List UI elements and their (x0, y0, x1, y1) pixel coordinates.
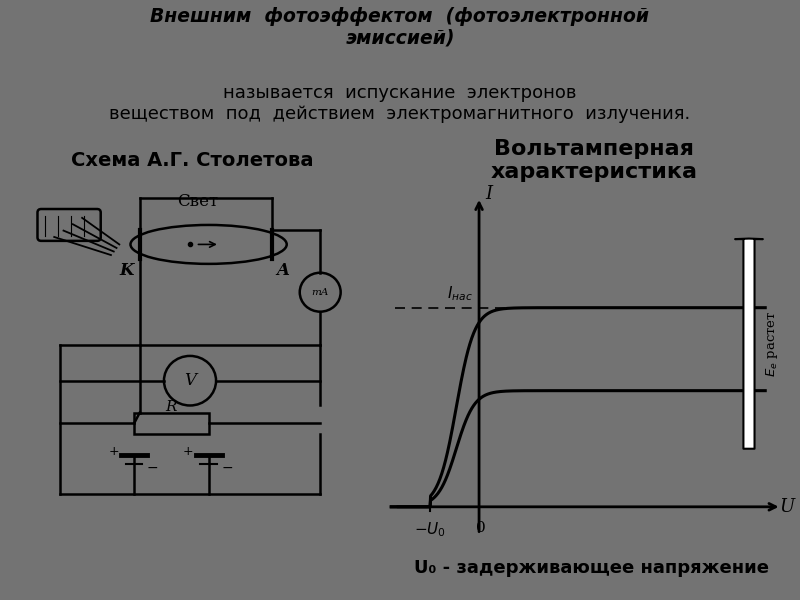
FancyArrowPatch shape (735, 239, 763, 449)
Text: $I_{нас}$: $I_{нас}$ (447, 284, 474, 303)
Text: +: + (183, 445, 194, 458)
Text: $E_e$ растет: $E_e$ растет (764, 310, 780, 377)
Text: 0: 0 (476, 521, 486, 535)
Bar (134, 413, 209, 434)
Text: U: U (779, 498, 794, 516)
Text: mA: mA (311, 288, 329, 297)
Text: +: + (109, 445, 119, 458)
Text: Внешним  фотоэффектом  (фотоэлектронной
эмиссией): Внешним фотоэффектом (фотоэлектронной эм… (150, 7, 650, 48)
Text: Схема А.Г. Столетова: Схема А.Г. Столетова (70, 151, 314, 170)
Text: $-U_0$: $-U_0$ (414, 521, 446, 539)
Text: Свет: Свет (177, 193, 218, 211)
Text: V: V (184, 372, 196, 389)
Text: −: − (147, 460, 158, 475)
Text: R: R (166, 400, 177, 414)
Text: называется  испускание  электронов
веществом  под  действием  электромагнитного : называется испускание электронов веществ… (110, 84, 690, 122)
Text: A: A (277, 262, 290, 280)
Text: −: − (222, 460, 233, 475)
Text: I: I (485, 185, 492, 203)
Text: K: K (119, 262, 134, 280)
Text: U₀ - задерживающее напряжение: U₀ - задерживающее напряжение (414, 559, 770, 577)
Text: Вольтамперная
характеристика: Вольтамперная характеристика (490, 139, 698, 182)
